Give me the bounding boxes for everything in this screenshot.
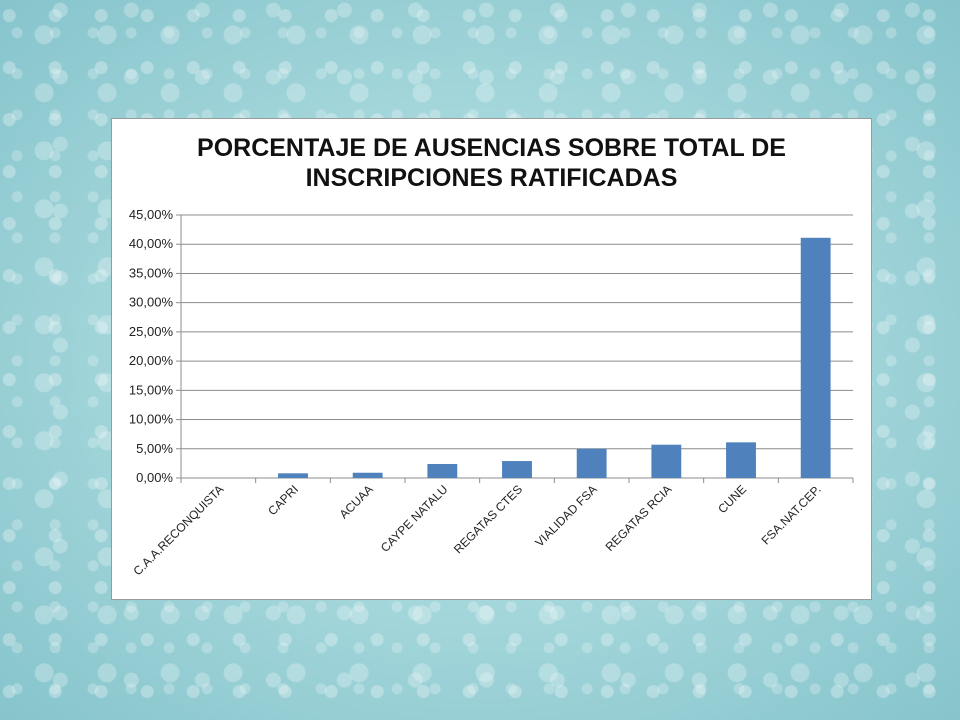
chart-title-line-2: INSCRIPCIONES RATIFICADAS — [305, 164, 678, 192]
bar-chart: 0,00% 5,00% 10,00% 15,00% 20,00% 25,00% 30,00%… — [129, 207, 854, 578]
x-category-label: CAYPE NATALU — [378, 482, 451, 555]
bar — [352, 472, 383, 478]
x-category-label: C.A.A.RECONQUISTA — [130, 482, 226, 578]
bar — [502, 461, 532, 478]
y-tick-label: 15,00% — [129, 382, 174, 397]
y-tick-label: 35,00% — [129, 265, 174, 280]
y-tick-label: 25,00% — [129, 324, 174, 339]
y-tick-label: 20,00% — [129, 353, 174, 368]
x-category-label: REGATAS RCIA — [603, 482, 675, 554]
x-category-label: ACUAA — [337, 482, 376, 521]
x-category-label: VIALIDAD FSA — [532, 482, 599, 549]
chart-panel: PORCENTAJE DE AUSENCIAS SOBRE TOTAL DE I… — [111, 118, 872, 600]
x-category-label: CUNE — [715, 482, 749, 516]
bar — [800, 237, 831, 478]
bar — [427, 463, 458, 478]
y-tick-label: 0,00% — [136, 470, 173, 485]
y-tick-label: 40,00% — [129, 236, 174, 251]
x-category-label: REGATAS CTES — [451, 482, 525, 556]
x-category-label: CAPRI — [265, 482, 301, 518]
chart-title: PORCENTAJE DE AUSENCIAS SOBRE TOTAL DE I… — [112, 133, 871, 193]
y-tick-label: 45,00% — [129, 207, 174, 222]
y-tick-label: 10,00% — [129, 412, 174, 427]
chart-title-line-1: PORCENTAJE DE AUSENCIAS SOBRE TOTAL DE — [197, 134, 786, 162]
y-tick-label: 5,00% — [136, 441, 173, 456]
bar — [726, 442, 756, 478]
y-tick-label: 30,00% — [129, 295, 174, 310]
bar — [576, 448, 607, 478]
bar — [651, 444, 682, 478]
bar — [278, 473, 308, 478]
x-category-label: FSA.NAT.CEP. — [759, 482, 824, 547]
